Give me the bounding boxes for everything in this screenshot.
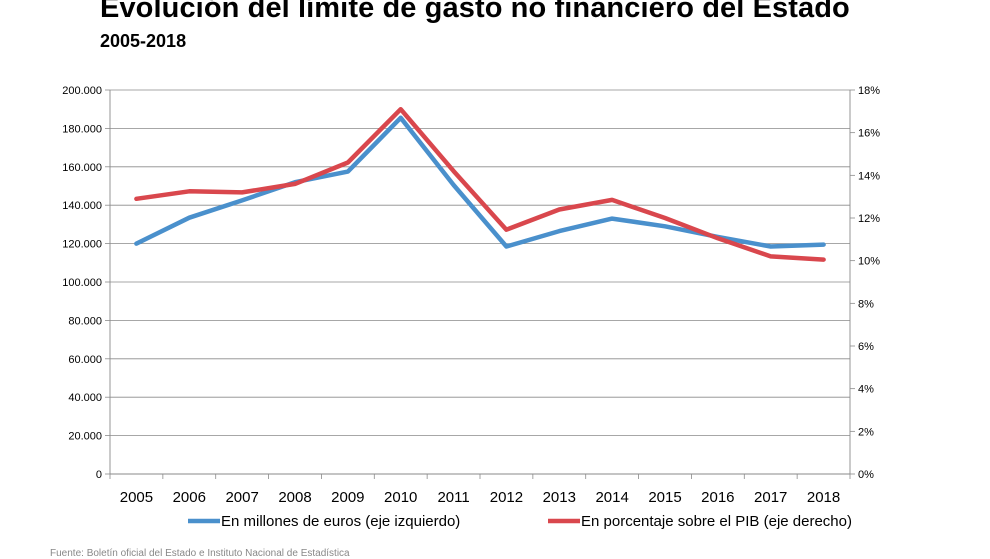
data-point xyxy=(187,216,191,220)
left-tick-label: 60.000 xyxy=(68,354,102,366)
chart-subtitle: 2005-2018 xyxy=(100,31,187,51)
data-point xyxy=(134,242,138,246)
x-tick-label: 2007 xyxy=(225,489,258,506)
x-tick-label: 2016 xyxy=(701,489,734,506)
data-point xyxy=(557,207,561,211)
right-tick-label: 8% xyxy=(858,298,874,310)
left-tick-label: 180.000 xyxy=(62,123,102,135)
x-tick-label: 2013 xyxy=(543,489,576,506)
x-tick-label: 2010 xyxy=(384,489,417,506)
data-point xyxy=(240,198,244,202)
right-tick-label: 4% xyxy=(858,384,874,396)
data-point xyxy=(822,258,826,262)
right-tick-label: 10% xyxy=(858,256,880,268)
legend-label: En porcentaje sobre el PIB (eje derecho) xyxy=(581,513,852,530)
x-tick-label: 2015 xyxy=(648,489,681,506)
left-tick-label: 160.000 xyxy=(62,162,102,174)
data-point xyxy=(716,236,720,240)
x-tick-label: 2008 xyxy=(278,489,311,506)
left-tick-label: 80.000 xyxy=(68,315,102,327)
right-tick-label: 2% xyxy=(858,426,874,438)
data-point xyxy=(399,107,403,111)
x-tick-label: 2005 xyxy=(120,489,153,506)
right-tick-label: 12% xyxy=(858,213,880,225)
right-tick-label: 14% xyxy=(858,170,880,182)
data-point xyxy=(399,116,403,120)
data-point xyxy=(822,243,826,247)
data-point xyxy=(346,161,350,165)
x-tick-label: 2012 xyxy=(490,489,523,506)
x-tick-label: 2006 xyxy=(173,489,206,506)
right-tick-label: 6% xyxy=(858,341,874,353)
data-point xyxy=(346,170,350,174)
left-tick-label: 100.000 xyxy=(62,277,102,289)
left-tick-label: 120.000 xyxy=(62,239,102,251)
x-tick-label: 2014 xyxy=(595,489,628,506)
series-line-2 xyxy=(134,106,826,262)
left-tick-label: 0 xyxy=(96,469,102,481)
chart-title: Evolución del límite de gasto no financi… xyxy=(100,0,850,24)
right-tick-label: 16% xyxy=(858,128,880,140)
data-point xyxy=(769,254,773,258)
x-tick-label: 2017 xyxy=(754,489,787,506)
data-point xyxy=(610,217,614,221)
left-tick-label: 20.000 xyxy=(68,431,102,443)
data-point xyxy=(504,244,508,248)
left-tick-label: 140.000 xyxy=(62,200,102,212)
right-tick-label: 0% xyxy=(858,469,874,481)
right-tick-label: 18% xyxy=(858,85,880,97)
axes xyxy=(105,89,855,479)
data-point xyxy=(240,190,244,194)
data-point xyxy=(293,182,297,186)
x-tick-label: 2018 xyxy=(807,489,840,506)
tick-labels: 0 20.000 40.000 60.000 80.000 100.000 120.000 1… xyxy=(62,85,880,506)
series-line-1 xyxy=(134,115,826,249)
data-point xyxy=(504,228,508,232)
left-tick-label: 200.000 xyxy=(62,85,102,97)
data-point xyxy=(452,183,456,187)
data-point xyxy=(769,244,773,248)
data-point xyxy=(187,189,191,193)
legend-label: En millones de euros (eje izquierdo) xyxy=(221,513,460,530)
left-tick-label: 40.000 xyxy=(68,392,102,404)
legend: En millones de euros (eje izquierdo) En p… xyxy=(188,513,852,530)
data-point xyxy=(452,169,456,173)
x-tick-label: 2011 xyxy=(437,489,469,506)
data-point xyxy=(663,224,667,228)
data-point xyxy=(557,229,561,233)
x-tick-label: 2009 xyxy=(331,489,364,506)
data-point xyxy=(663,216,667,220)
data-point xyxy=(134,197,138,201)
gridlines xyxy=(110,89,850,437)
source-footnote: Fuente: Boletín oficial del Estado e Ins… xyxy=(50,548,350,559)
data-point xyxy=(610,198,614,202)
series-lines xyxy=(134,106,826,262)
